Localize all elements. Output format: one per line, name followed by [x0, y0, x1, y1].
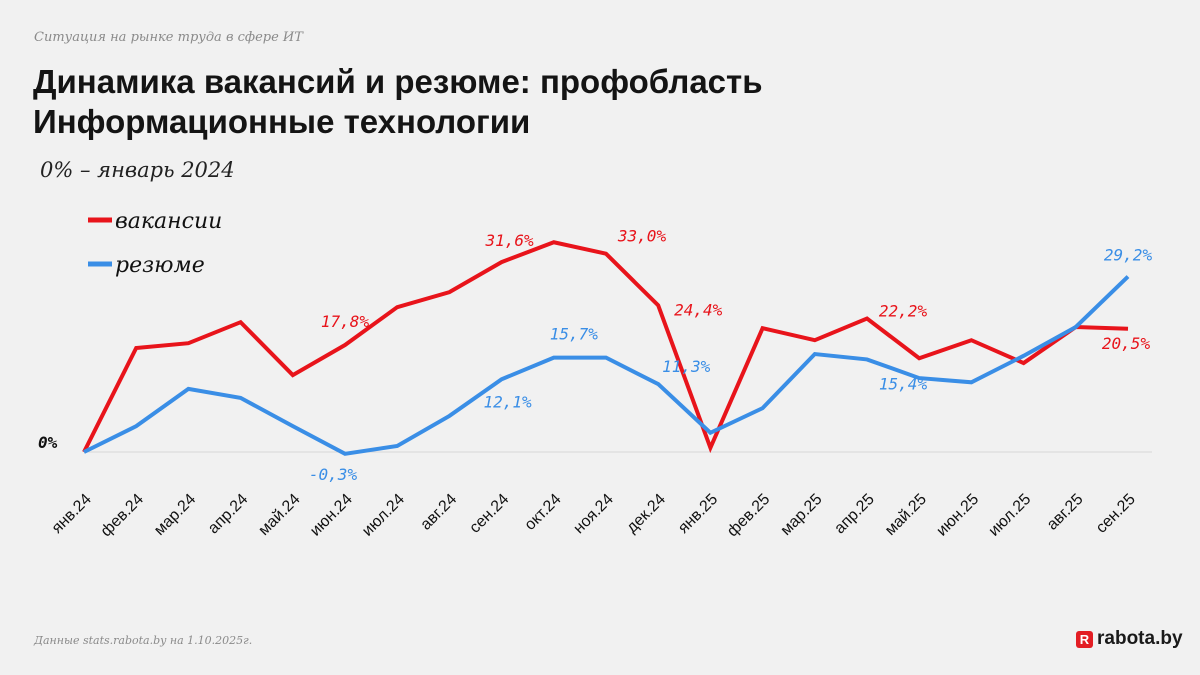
page-title: Динамика вакансий и резюме: профобласть …	[33, 62, 762, 142]
x-tick-label: апр.24	[205, 491, 252, 538]
x-tick-label: май.25	[882, 491, 930, 539]
data-label: 24,4%	[674, 300, 723, 319]
data-label: 33,0%	[617, 227, 667, 246]
title-line-2: Информационные технологии	[33, 103, 531, 140]
x-tick-label: дек.24	[623, 491, 669, 537]
subtitle: 0% – январь 2024	[40, 158, 235, 182]
x-tick-label: июн.25	[933, 491, 982, 540]
zero-label: 0%	[38, 433, 58, 452]
x-tick-label: апр.25	[831, 491, 878, 538]
x-tick-label: июл.25	[986, 491, 1035, 540]
title-line-1: Динамика вакансий и резюме: профобласть	[33, 63, 763, 100]
x-tick-label: фев.25	[724, 491, 773, 540]
series-line-vacancies	[82, 240, 1129, 454]
x-tick-label: июн.24	[307, 491, 356, 540]
data-label: 15,4%	[879, 374, 928, 393]
kicker: Ситуация на рынке труда в сфере ИТ	[34, 30, 303, 45]
data-label: 12,1%	[484, 392, 533, 411]
legend-label: вакансии	[115, 209, 222, 234]
legend: вакансии резюме	[88, 209, 222, 278]
x-tick-label: июл.24	[359, 491, 408, 540]
rabota-logo[interactable]: R rabota.by	[1076, 628, 1183, 650]
data-label: 31,6%	[485, 231, 535, 250]
logo-text: rabota.by	[1097, 628, 1183, 649]
x-tick-label: окт.24	[522, 491, 565, 534]
x-tick-label: авг.25	[1044, 491, 1087, 534]
x-tick-label: фев.24	[98, 491, 147, 540]
x-tick-label: мар.25	[778, 491, 826, 539]
data-label: 17,8%	[321, 312, 370, 331]
data-label: 29,2%	[1104, 246, 1153, 265]
x-tick-label: мар.24	[151, 491, 199, 539]
source-note: Данные stats.rabota.by на 1.10.2025г.	[34, 634, 253, 647]
data-label: 15,7%	[550, 325, 599, 344]
x-tick-label: сен.25	[1093, 491, 1139, 537]
legend-label: резюме	[115, 253, 205, 278]
x-tick-label: авг.24	[417, 491, 460, 534]
data-label: -0,3%	[309, 465, 358, 484]
logo-mark: R	[1076, 630, 1093, 648]
data-label: 11,3%	[662, 357, 711, 376]
series-line-resumes	[83, 275, 1130, 456]
x-tick-label: май.24	[255, 491, 303, 539]
x-tick-label: ноя.24	[570, 491, 616, 537]
x-tick-label: янв.25	[675, 491, 721, 537]
data-label: 22,2%	[879, 302, 928, 321]
x-tick-label: сен.24	[466, 491, 512, 537]
x-tick-label: янв.24	[49, 491, 95, 537]
data-label: 20,5%	[1102, 334, 1151, 353]
